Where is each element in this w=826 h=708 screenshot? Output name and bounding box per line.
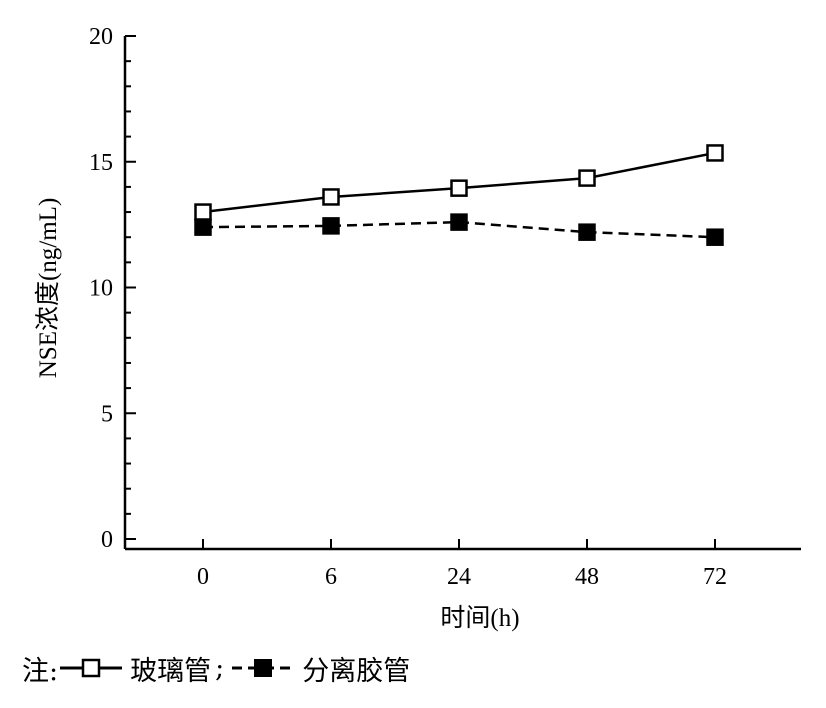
y-tick-label: 20 xyxy=(89,24,113,50)
data-point xyxy=(578,169,596,187)
x-tick-label: 0 xyxy=(197,564,209,590)
data-point xyxy=(450,213,468,231)
y-tick-label: 15 xyxy=(89,150,113,176)
y-tick-label: 0 xyxy=(101,527,113,553)
x-axis: 0 6 24 48 72 xyxy=(125,539,801,590)
legend-prefix: 注: xyxy=(22,655,59,687)
y-tick-label: 10 xyxy=(89,276,113,302)
legend-label-glass-tube: 玻璃管 xyxy=(130,655,212,687)
series-2 xyxy=(194,213,724,246)
data-point xyxy=(322,188,340,206)
line-chart: 0 5 10 15 20 0 6 24 48 72 NSE浓度(ng/mL) 时间(h) xyxy=(34,24,801,632)
legend-separator: ; xyxy=(215,652,225,684)
data-point xyxy=(194,218,212,236)
legend-symbol-glass-tube xyxy=(60,658,123,678)
series-layer xyxy=(194,144,724,246)
y-axis-title: NSE浓度(ng/mL) xyxy=(34,198,62,379)
y-tick-label: 5 xyxy=(101,401,113,427)
x-tick-label: 6 xyxy=(325,564,337,590)
legend: 注: 玻璃管 ; 分离胶管 xyxy=(22,646,414,690)
x-axis-title: 时间(h) xyxy=(440,604,519,632)
data-point xyxy=(450,179,468,197)
legend-label-gel-tube: 分离胶管 xyxy=(302,655,411,687)
data-point xyxy=(706,228,724,246)
x-tick-label: 24 xyxy=(447,564,471,590)
series-1 xyxy=(194,144,724,221)
x-tick-label: 48 xyxy=(575,564,599,590)
data-point xyxy=(578,223,596,241)
data-point xyxy=(322,217,340,235)
y-axis: 0 5 10 15 20 xyxy=(89,24,136,553)
legend-symbol-gel-tube xyxy=(232,659,295,677)
x-tick-label: 72 xyxy=(703,564,727,590)
data-point xyxy=(194,203,212,221)
data-point xyxy=(706,144,724,162)
